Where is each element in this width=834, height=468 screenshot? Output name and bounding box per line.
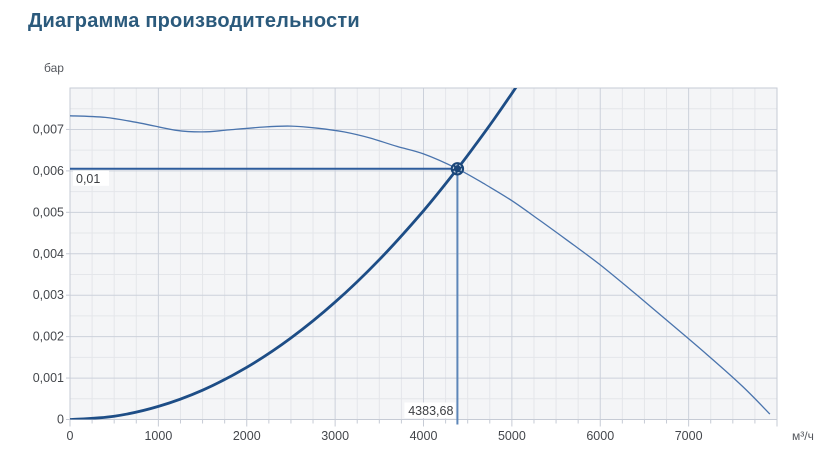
operating-point-ring bbox=[452, 164, 463, 174]
x-tick-label: 1000 bbox=[144, 429, 172, 443]
y-axis-unit-label: бар bbox=[44, 61, 64, 75]
x-tick-label: 0 bbox=[67, 429, 74, 443]
operating-point-marker bbox=[450, 162, 465, 176]
pressure-label-text: 0,01 bbox=[76, 172, 100, 186]
x-axis-tick-labels: 0 1000 2000 3000 4000 5000 6000 7000 bbox=[67, 429, 703, 443]
series-layer bbox=[70, 88, 771, 420]
x-tick-label: 4000 bbox=[410, 429, 438, 443]
flow-label-text: 4383,68 bbox=[408, 404, 453, 418]
system-curve-series bbox=[70, 88, 518, 420]
y-tick-label: 0,003 bbox=[33, 288, 64, 302]
y-axis-tick-labels: 0 0,001 0,002 0,003 0,004 0,005 0,006 0,007 bbox=[33, 122, 64, 426]
x-tick-label: 2000 bbox=[233, 429, 261, 443]
axis-ticks bbox=[66, 128, 778, 427]
flow-value-label: 4383,68 bbox=[404, 402, 456, 418]
pressure-value-label: 0,01 bbox=[73, 170, 109, 186]
y-tick-label: 0,007 bbox=[33, 122, 64, 136]
x-axis-unit-label: м³/ч bbox=[792, 429, 814, 443]
y-tick-label: 0,006 bbox=[33, 164, 64, 178]
y-tick-label: 0 bbox=[57, 413, 64, 427]
fan-curve-series bbox=[70, 115, 771, 415]
y-tick-label: 0,002 bbox=[33, 330, 64, 344]
page-title: Диаграмма производительности bbox=[28, 10, 360, 32]
x-tick-label: 5000 bbox=[498, 429, 526, 443]
plot-border bbox=[69, 87, 778, 420]
y-tick-label: 0,001 bbox=[33, 371, 64, 385]
flow-label-background bbox=[404, 402, 456, 418]
grid-major bbox=[70, 88, 777, 420]
y-tick-label: 0,004 bbox=[33, 247, 64, 261]
pressure-label-background bbox=[73, 170, 109, 186]
x-tick-label: 6000 bbox=[586, 429, 614, 443]
x-tick-label: 7000 bbox=[675, 429, 703, 443]
y-tick-label: 0,005 bbox=[33, 205, 64, 219]
x-tick-label: 3000 bbox=[321, 429, 349, 443]
